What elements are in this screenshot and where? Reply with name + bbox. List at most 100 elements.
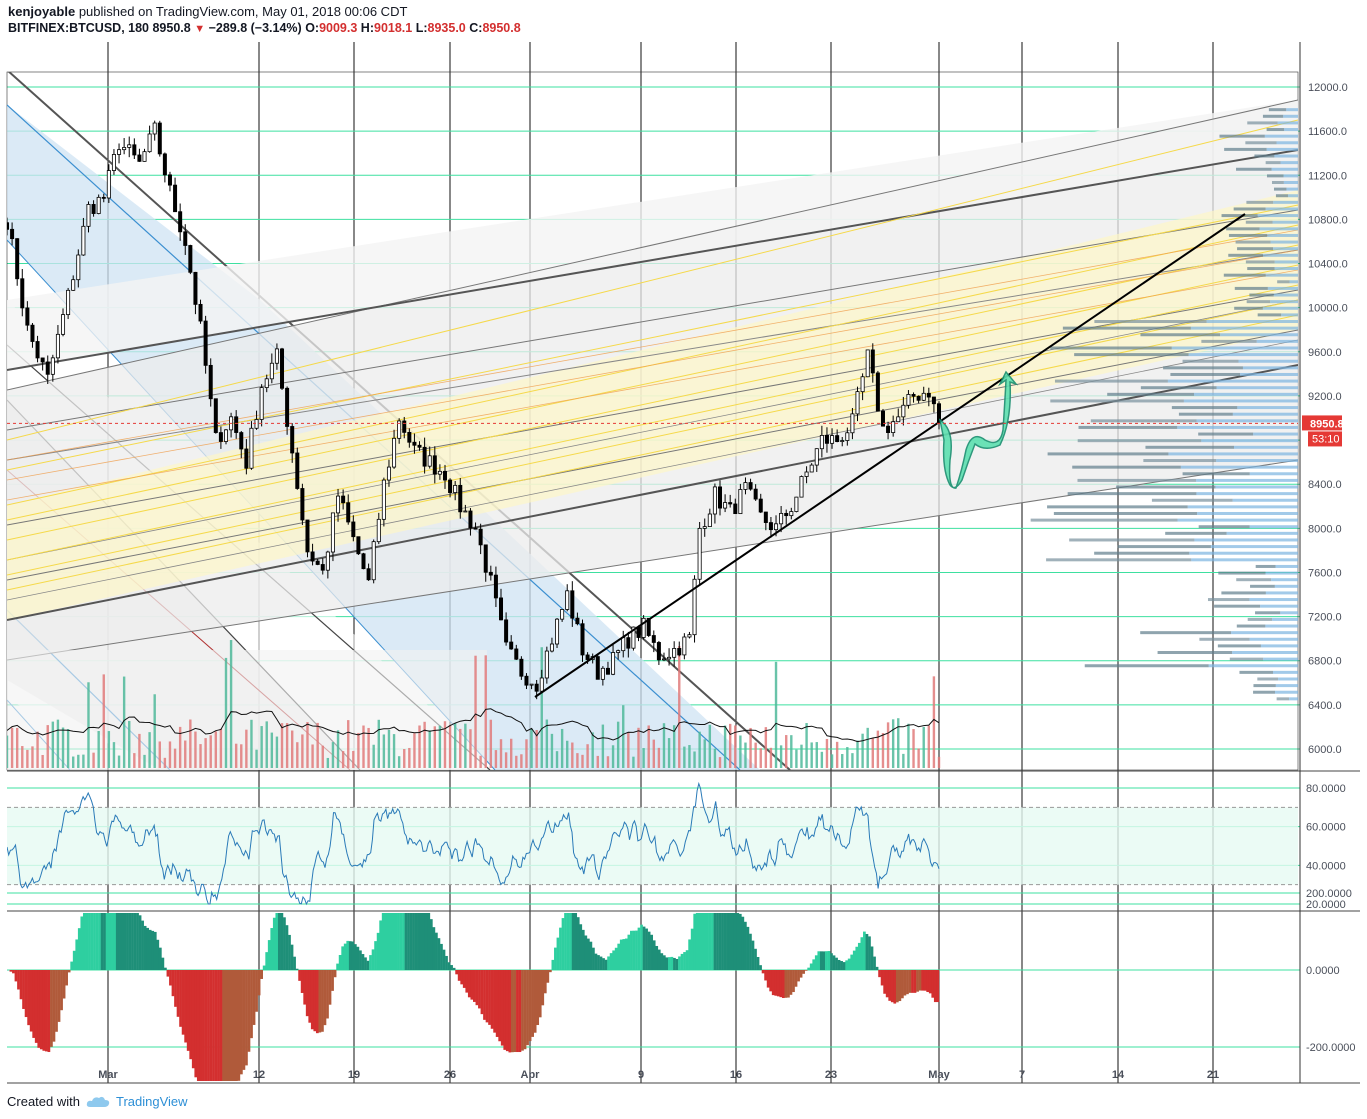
volume-bar [897,718,900,768]
candle-body [819,435,824,450]
volume-profile-sell-bar [1163,366,1243,370]
macd-histogram-bar [764,970,767,981]
volume-profile-buy-bar [1274,584,1298,588]
macd-histogram-bar [561,918,565,970]
volume-bar [184,740,187,768]
macd-histogram-bar [754,948,757,970]
volume-profile-sell-bar [1253,684,1276,688]
volume-profile-buy-bar [1274,154,1298,158]
macd-histogram-bar [227,970,231,1081]
macd-histogram-bar [270,928,274,970]
date-tick-label: 7 [1019,1069,1025,1081]
volume-bar [779,745,783,768]
volume-profile-buy-bar [1257,214,1298,218]
macd-histogram-bar [863,931,866,970]
macd-histogram-bar [460,970,464,985]
candle-body [173,184,178,213]
volume-profile-buy-bar [1249,472,1298,476]
volume-bar [438,725,442,768]
volume-profile-sell-bar [1182,359,1239,363]
candle-body [560,609,565,620]
macd-histogram-bar [32,970,36,1038]
volume-profile-sell-bar [1221,591,1266,595]
candle-body [860,376,865,393]
macd-histogram-bar [931,970,935,998]
macd-histogram-bar [371,949,375,970]
macd-histogram-bar [234,970,238,1081]
candle-body [616,650,621,653]
price-tick-label: 6000.0 [1308,744,1342,756]
volume-profile-buy-bar [1171,346,1298,350]
volume-profile-sell-bar [1145,445,1235,449]
macd-histogram-bar [819,951,823,970]
volume-bar [352,750,355,768]
macd-histogram-bar [787,970,790,998]
volume-profile-buy-bar [1188,353,1298,357]
macd-histogram-bar [209,970,213,1081]
macd-histogram-bar [467,970,471,998]
candle-body [376,518,381,543]
volume-bar [397,756,401,768]
volume-profile-sell-bar [1249,293,1274,297]
macd-histogram-bar [252,970,256,1025]
macd-histogram-bar [123,913,127,970]
macd-histogram-bar [171,970,175,997]
macd-histogram-bar [138,915,142,970]
volume-bar [927,725,931,768]
candle-body [504,619,509,643]
candle-body [707,513,712,527]
macd-histogram-bar [402,913,405,970]
volume-bar [250,719,253,768]
macd-histogram-bar [678,956,681,970]
volume-bar [128,720,131,768]
volume-profile-buy-bar [1189,551,1298,555]
candle-body [290,426,295,454]
tradingview-brand-link[interactable]: TradingView [115,1094,188,1109]
price-tick-label: 6800.0 [1308,656,1342,668]
volume-bar [861,733,864,768]
macd-histogram-bar [700,913,704,970]
macd-histogram-bar [918,970,922,991]
macd-histogram-bar [546,970,550,983]
macd-histogram-bar [298,970,301,981]
macd-histogram-bar [128,913,132,970]
macd-histogram-bar [673,957,676,970]
candle-body [330,512,335,553]
macd-histogram-bar [50,970,53,1047]
volume-bar [392,734,396,768]
macd-histogram-bar [493,970,496,1033]
volume-bar [133,753,136,768]
volume-profile-sell-bar [1246,300,1271,304]
volume-profile-sell-bar [1050,346,1172,350]
countdown-badge [1308,431,1342,447]
macd-histogram-bar [480,970,484,1015]
yellow-fib-line-1 [7,204,1298,471]
volume-bar [433,726,437,768]
candle-body [81,225,86,256]
macd-histogram-bar [718,913,722,970]
macd-histogram-bar [207,970,210,1081]
volume-profile-buy-bar [1278,677,1298,681]
ohlc-line: BITFINEX:BTCUSD, 180 8950.8 ▼ −289.8 (−3… [8,20,521,38]
volume-bar [403,749,406,768]
candle-body [269,362,274,380]
volume-bar [499,739,503,768]
candle-body [774,523,779,531]
author-link[interactable]: kenjoyable [8,4,76,19]
macd-histogram-bar [100,913,104,970]
volume-bar [601,724,605,768]
candle-body [310,551,315,562]
macd-histogram-bar [516,970,519,1053]
volume-bar [937,756,941,768]
volume-profile-buy-bar [1265,207,1298,211]
trend-drawings[interactable] [7,213,1300,698]
candle-body [718,486,723,509]
macd-histogram-bar [42,970,46,1051]
macd-histogram-bar [450,965,453,970]
volume-profile-sell-bar [1235,240,1271,244]
volume-bar [21,746,24,768]
candle-body [152,122,157,135]
volume-profile-buy-bar [1210,545,1298,549]
volume-bar [841,754,844,768]
